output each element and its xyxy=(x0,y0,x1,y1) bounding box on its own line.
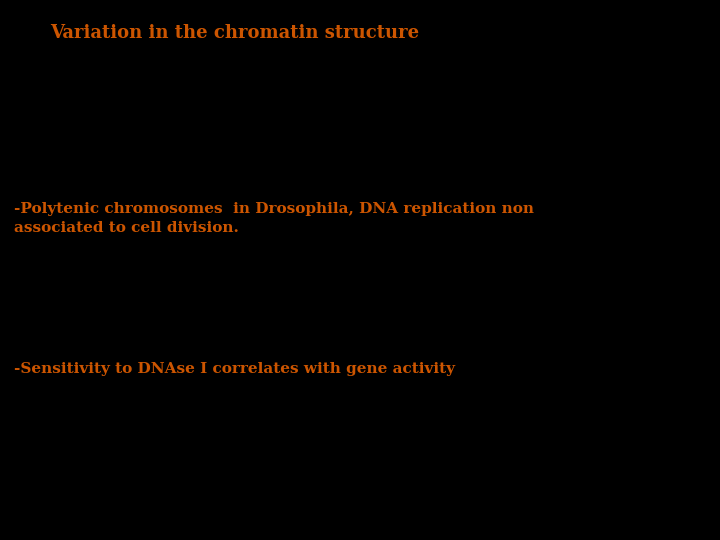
Text: -Sensitivity to DNAse I correlates with gene activity: -Sensitivity to DNAse I correlates with … xyxy=(14,362,455,376)
Text: -Polytenic chromosomes  in Drosophila, DNA replication non
associated to cell di: -Polytenic chromosomes in Drosophila, DN… xyxy=(14,202,534,235)
Text: Variation in the chromatin structure: Variation in the chromatin structure xyxy=(50,24,420,42)
